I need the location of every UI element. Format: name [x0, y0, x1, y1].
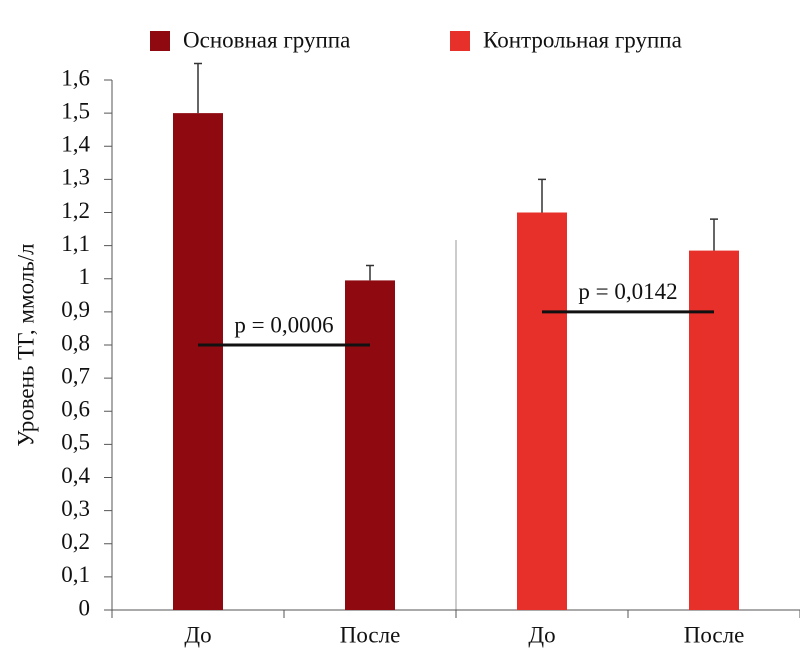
bar: [517, 212, 567, 610]
y-axis-label: Уровень ТГ, ммоль/л: [13, 243, 38, 446]
x-tick-label: До: [528, 622, 555, 647]
bar: [173, 113, 223, 610]
error-bar: [538, 178, 546, 213]
y-tick-label: 0,2: [61, 529, 90, 554]
y-tick-label: 0,7: [61, 363, 90, 388]
y-tick-label: 0: [79, 595, 91, 620]
y-tick-label: 0,8: [61, 330, 90, 355]
y-tick-label: 1,2: [61, 198, 90, 223]
y-tick-label: 0,6: [61, 397, 90, 422]
y-tick-label: 1,6: [61, 65, 90, 90]
x-tick-label: До: [184, 622, 211, 647]
annotation-text: p = 0,0006: [234, 312, 333, 337]
y-tick-label: 1,5: [61, 98, 90, 123]
legend-label: Основная группа: [183, 27, 350, 52]
bar: [689, 250, 739, 610]
y-tick-label: 1,1: [61, 231, 90, 256]
legend-label: Контрольная группа: [483, 27, 682, 52]
x-tick-label: После: [340, 622, 401, 647]
y-tick-label: 0,9: [61, 297, 90, 322]
x-tick-label: После: [684, 622, 745, 647]
error-bar: [366, 264, 374, 281]
annotation-text: p = 0,0142: [578, 279, 677, 304]
y-tick-label: 0,4: [61, 463, 90, 488]
y-tick-label: 0,1: [61, 562, 90, 587]
y-tick-label: 1: [79, 264, 91, 289]
error-bar: [710, 218, 718, 251]
y-tick-label: 1,4: [61, 132, 90, 157]
y-tick-label: 1,3: [61, 165, 90, 190]
error-bar: [194, 62, 202, 114]
legend-swatch: [450, 31, 470, 51]
y-tick-label: 0,5: [61, 430, 90, 455]
bar: [345, 280, 395, 610]
y-tick-label: 0,3: [61, 496, 90, 521]
legend-swatch: [150, 31, 170, 51]
